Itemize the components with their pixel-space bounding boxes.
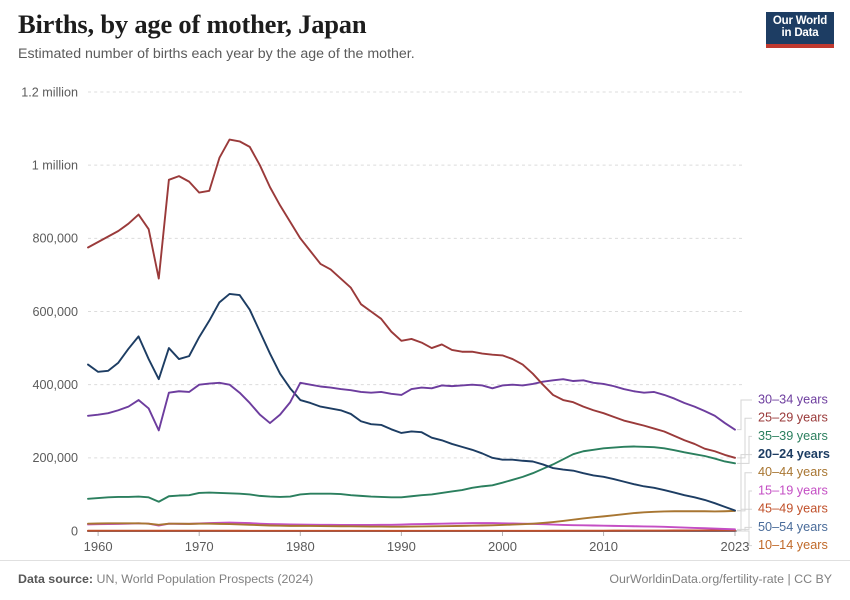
chart-subtitle: Estimated number of births each year by …	[18, 45, 415, 62]
chart-plot-area: 0 200,000 400,000 600,000 800,000 1 million 1.…	[0, 78, 850, 556]
x-axis-tick-label: 1980	[286, 539, 315, 554]
y-axis-tick-label: 0	[71, 524, 78, 538]
x-axis-tick-label: 2000	[488, 539, 517, 554]
legend-label-45-49-years[interactable]: 45–49 years	[758, 502, 828, 516]
page-title: Births, by age of mother, Japan	[18, 9, 367, 39]
series-line-25-29-years[interactable]	[87, 138, 736, 459]
legend-leader-line	[737, 399, 752, 431]
x-axis-tick-label: 1990	[387, 539, 416, 554]
legend-leader-line	[737, 508, 752, 531]
y-axis-tick-label: 1 million	[32, 159, 78, 173]
chart-header: Births, by age of mother, Japan Estimate…	[18, 9, 748, 63]
legend-leader-line	[737, 435, 752, 464]
legend-leader-line	[737, 472, 752, 512]
x-axis-tick-label: 2010	[589, 539, 618, 554]
legend-label-35-39-years[interactable]: 35–39 years	[758, 429, 828, 443]
legend-label-15-19-years[interactable]: 15–19 years	[758, 483, 828, 497]
legend-label-25-29-years[interactable]: 25–29 years	[758, 411, 828, 425]
legend-label-40-44-years[interactable]: 40–44 years	[758, 465, 828, 479]
legend-label-30-34-years[interactable]: 30–34 years	[758, 392, 828, 406]
legend-leader-lines-group	[737, 399, 752, 547]
legend-leader-line	[737, 530, 752, 547]
data-source: Data source: UN, World Population Prospe…	[18, 572, 313, 586]
y-axis-labels-group: 0 200,000 400,000 600,000 800,000 1 million 1.…	[21, 85, 78, 538]
y-axis-tick-label: 1.2 million	[21, 85, 78, 99]
legend-label-10-14-years[interactable]: 10–14 years	[758, 538, 828, 552]
data-source-text: UN, World Population Prospects (2024)	[96, 572, 314, 586]
series-line-40-44-years[interactable]	[87, 509, 736, 528]
x-axis-tick-label: 2023	[721, 539, 750, 554]
series-lines-group	[87, 138, 736, 532]
legend-leader-line	[737, 417, 752, 459]
gridlines-group	[88, 91, 743, 532]
series-line-35-39-years[interactable]	[87, 445, 736, 503]
legend-label-50-54-years[interactable]: 50–54 years	[758, 520, 828, 534]
attribution-link[interactable]: OurWorldinData.org/fertility-rate | CC B…	[609, 572, 832, 586]
data-source-label: Data source:	[18, 572, 94, 586]
legend-label-20-24-years[interactable]: 20–24 years	[758, 447, 830, 461]
chart-footer: Data source: UN, World Population Prospe…	[0, 560, 850, 600]
x-axis-tick-label: 1960	[84, 539, 113, 554]
legend-leader-line	[737, 490, 752, 530]
legend-group[interactable]: 30–34 years 25–29 years 35–39 years 20–24 y…	[758, 392, 830, 552]
series-line-30-34-years[interactable]	[87, 378, 736, 432]
y-axis-tick-label: 600,000	[32, 305, 78, 319]
logo-line-1: Our World	[772, 15, 828, 28]
logo-line-2: in Data	[781, 27, 819, 39]
y-axis-tick-label: 200,000	[32, 451, 78, 465]
x-axis-labels-group: 1960 1970 1980 1990 2000 2010 2023	[84, 531, 750, 554]
y-axis-tick-label: 800,000	[32, 232, 78, 246]
y-axis-tick-label: 400,000	[32, 378, 78, 392]
line-chart-svg[interactable]: 0 200,000 400,000 600,000 800,000 1 million 1.…	[0, 78, 850, 556]
x-axis-tick-label: 1970	[185, 539, 214, 554]
series-line-20-24-years[interactable]	[87, 292, 736, 512]
owid-logo[interactable]: Our World in Data	[766, 12, 834, 48]
